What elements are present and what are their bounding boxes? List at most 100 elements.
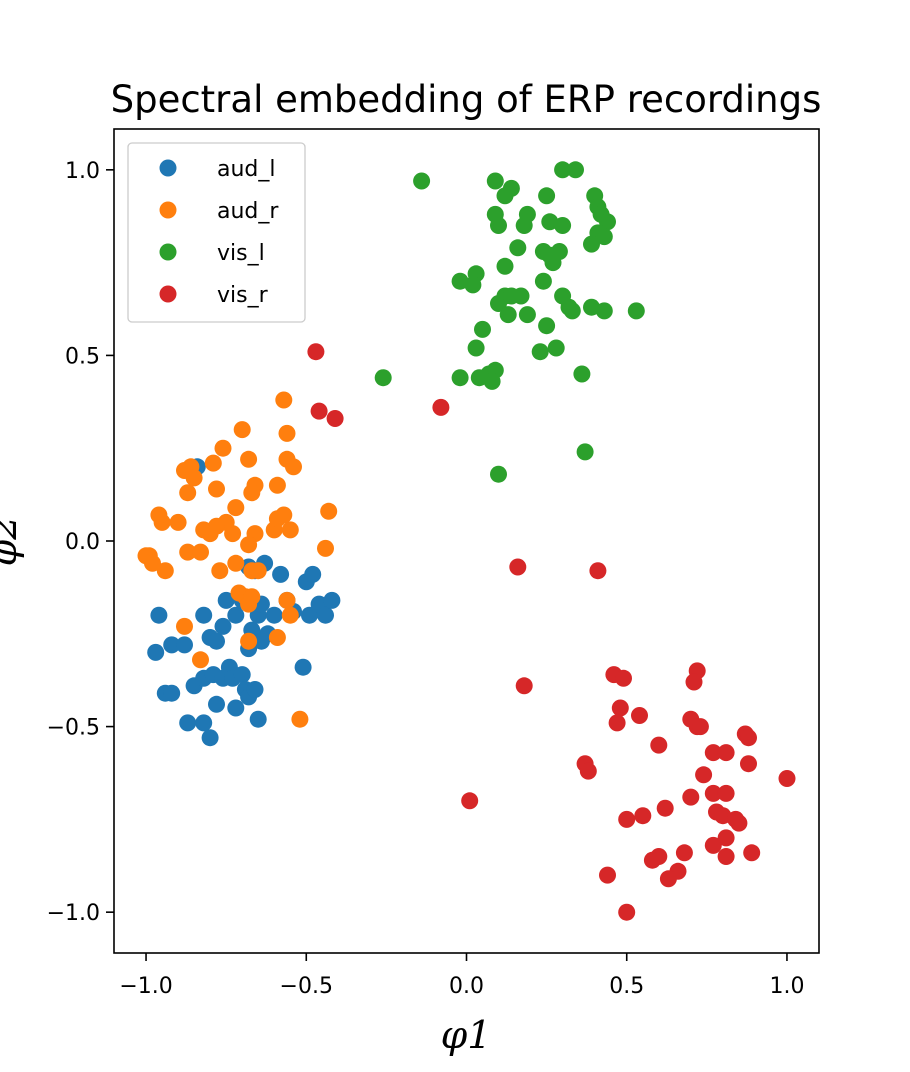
legend-marker-aud-r: [159, 201, 177, 219]
point-vis-r-28: [682, 788, 700, 806]
point-aud-r-39: [227, 554, 245, 572]
point-vis-l-33: [512, 287, 530, 305]
y-tick-label-3: 0.5: [65, 344, 100, 369]
point-vis-r-22: [717, 744, 735, 762]
point-vis-l-41: [627, 302, 645, 320]
chart-title: Spectral embedding of ERP recordings: [111, 78, 822, 121]
point-vis-r-20: [650, 736, 668, 754]
point-aud-l-23: [195, 606, 213, 624]
point-vis-l-18: [595, 228, 613, 246]
point-vis-l-52: [483, 372, 501, 390]
point-vis-r-3: [432, 398, 450, 416]
point-aud-r-26: [240, 536, 258, 554]
point-aud-l-35: [265, 606, 283, 624]
point-aud-l-21: [246, 681, 264, 698]
legend-label-vis-r: vis_r: [217, 283, 269, 308]
point-vis-r-26: [695, 766, 713, 784]
point-aud-l-42: [301, 606, 318, 624]
point-aud-l-2: [147, 643, 165, 661]
x-tick-label-4: 1.0: [769, 974, 804, 999]
point-aud-l-4: [176, 636, 193, 654]
point-vis-l-25: [496, 257, 514, 275]
y-tick-label-1: −0.5: [47, 716, 100, 741]
points-layer: [137, 161, 796, 921]
point-vis-l-45: [531, 343, 549, 361]
point-aud-r-6: [240, 450, 258, 468]
y-tick-label-4: 1.0: [65, 159, 100, 184]
point-aud-r-21: [169, 513, 187, 531]
point-vis-l-54: [576, 443, 594, 461]
point-aud-r-13: [243, 484, 261, 502]
point-vis-l-46: [547, 339, 565, 357]
x-tick-label-1: −0.5: [280, 974, 333, 999]
point-aud-r-24: [208, 517, 225, 535]
point-vis-r-31: [656, 799, 674, 817]
point-vis-l-38: [563, 302, 581, 320]
point-aud-r-37: [192, 543, 209, 561]
point-vis-l-15: [554, 217, 572, 234]
point-aud-r-47: [278, 591, 296, 609]
point-vis-l-12: [515, 217, 533, 234]
point-vis-r-0: [307, 343, 325, 361]
point-aud-r-9: [185, 469, 203, 487]
y-axis-label: φ2: [0, 516, 25, 567]
point-vis-r-6: [515, 677, 533, 695]
legend: aud_l aud_r vis_l vis_r: [127, 142, 306, 323]
point-vis-r-24: [579, 762, 597, 780]
point-aud-r-0: [275, 391, 293, 409]
point-vis-l-19: [583, 235, 600, 253]
point-vis-l-47: [374, 369, 392, 387]
point-aud-l-18: [233, 666, 251, 684]
point-aud-r-42: [317, 539, 334, 557]
point-aud-l-36: [272, 565, 290, 583]
point-aud-r-48: [281, 606, 299, 624]
point-aud-r-4: [214, 439, 232, 457]
y-tick-label-2: 0.0: [65, 530, 100, 555]
point-vis-l-6: [538, 187, 556, 205]
ticks-layer: −1.0 −0.5 0.0 0.5 1.0 −1.0 −0.5 0.0 0.5 1.0: [47, 159, 805, 999]
point-vis-l-35: [518, 306, 536, 324]
legend-marker-vis-r: [159, 285, 177, 303]
point-aud-r-16: [227, 499, 245, 517]
plot-frame: [113, 128, 820, 954]
point-aud-r-46: [243, 588, 261, 606]
point-vis-r-38: [717, 829, 735, 847]
y-tick-label-0: −1.0: [47, 901, 100, 926]
point-vis-r-5: [589, 562, 607, 580]
point-aud-l-9: [201, 729, 219, 747]
point-vis-l-14: [541, 213, 559, 231]
point-aud-l-6: [163, 684, 181, 702]
point-vis-r-41: [743, 844, 761, 862]
point-aud-r-10: [179, 484, 197, 502]
point-aud-r-34: [144, 554, 161, 572]
point-aud-r-5: [204, 454, 222, 472]
point-vis-l-5: [496, 187, 514, 205]
point-aud-l-1: [150, 606, 168, 624]
point-vis-l-27: [464, 276, 482, 294]
point-aud-r-18: [224, 525, 242, 543]
point-vis-r-25: [740, 755, 757, 773]
point-vis-r-29: [704, 784, 722, 802]
point-aud-r-35: [156, 562, 174, 580]
point-vis-l-13: [490, 217, 507, 234]
point-vis-l-1: [486, 172, 504, 190]
point-aud-r-30: [281, 521, 299, 539]
x-tick-label-3: 0.5: [609, 974, 644, 999]
point-aud-l-41: [304, 565, 322, 583]
point-vis-l-16: [599, 213, 616, 231]
point-vis-r-46: [659, 870, 677, 888]
point-aud-r-3: [233, 421, 251, 439]
point-vis-r-7: [461, 792, 479, 810]
point-vis-l-39: [583, 298, 600, 316]
point-vis-l-4: [567, 161, 584, 179]
point-aud-l-28: [227, 606, 245, 624]
point-aud-l-7: [179, 714, 197, 732]
x-tick-label-2: 0.0: [449, 974, 484, 999]
point-aud-r-36: [179, 543, 197, 561]
point-aud-l-45: [323, 591, 341, 609]
point-vis-r-47: [599, 866, 616, 884]
point-vis-r-21: [704, 744, 722, 762]
point-vis-l-24: [544, 254, 562, 272]
legend-label-aud-r: aud_r: [217, 199, 279, 224]
